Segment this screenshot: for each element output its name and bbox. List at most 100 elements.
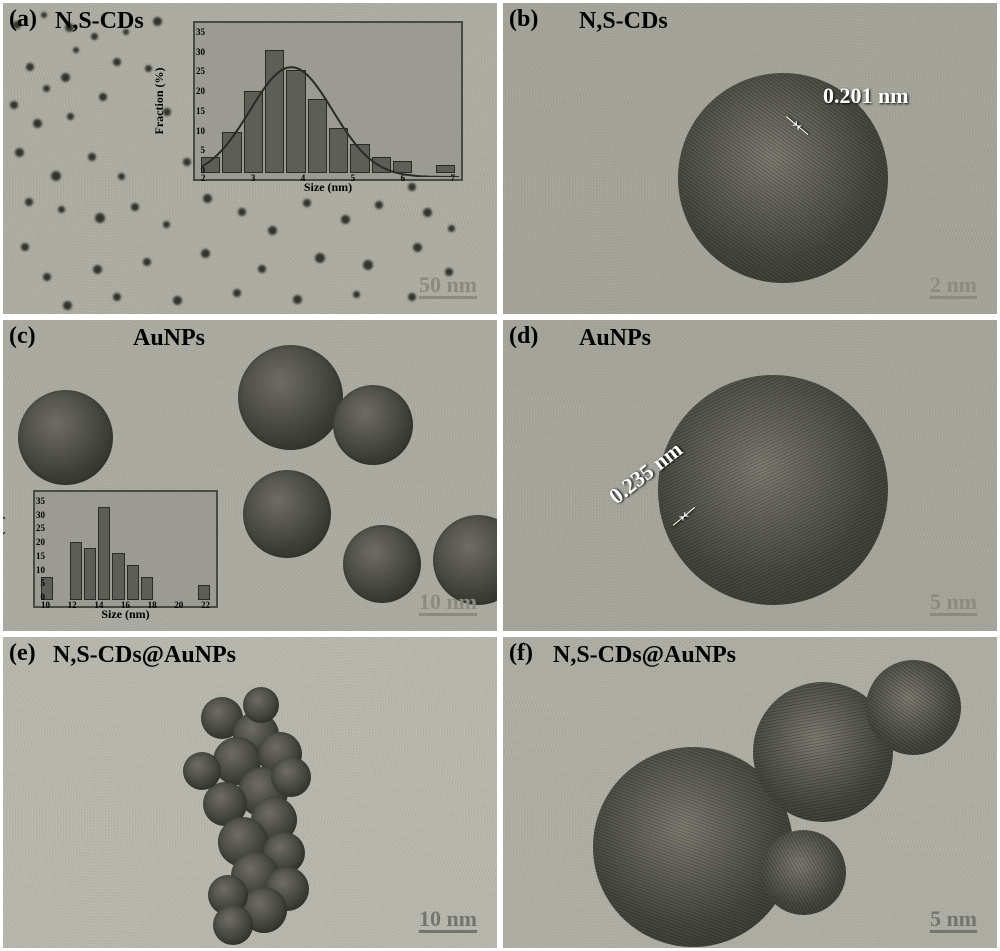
- panel-tag: (d): [509, 324, 538, 348]
- scale-bar: 10 nm: [419, 589, 477, 617]
- panel-f: (f) N,S-CDs@AuNPs 5 nm: [503, 637, 997, 948]
- histogram-bar: [141, 577, 153, 600]
- hrtem-particle: [866, 660, 961, 755]
- nanoparticle: [26, 63, 34, 71]
- nanoparticle: [145, 65, 152, 72]
- inset-x-ticks: 10121416182022: [41, 600, 210, 610]
- nanoparticle: [343, 525, 421, 603]
- inset-histogram: Fraction (%)Size (nm)1012141618202205101…: [33, 490, 218, 608]
- nanoparticle: [243, 470, 331, 558]
- scale-bar-text: 10 nm: [419, 589, 477, 615]
- scale-bar: 2 nm: [930, 272, 977, 300]
- figure-grid: (a) N,S-CDs 50 nm Fraction (%)Size (nm)2345…: [0, 0, 1000, 951]
- nanoparticle: [43, 273, 51, 281]
- histogram-bar: [98, 507, 110, 600]
- nanoparticle: [25, 198, 33, 206]
- nanoparticle: [153, 17, 162, 26]
- nanoparticle: [341, 215, 350, 224]
- nanoparticle: [88, 153, 96, 161]
- panel-tag: (a): [9, 7, 37, 31]
- nanoparticle: [61, 73, 70, 82]
- nanoparticle: [143, 258, 151, 266]
- nanoparticle: [51, 171, 61, 181]
- nanoparticle: [333, 385, 413, 465]
- scale-bar-text: 5 nm: [930, 906, 977, 932]
- nanoparticle: [183, 158, 191, 166]
- histogram-bar: [84, 548, 96, 600]
- panel-c: (c) AuNPs 10 nm Fraction (%)Size (nm)101214…: [3, 320, 497, 631]
- sample-label: AuNPs: [579, 326, 651, 350]
- histogram-bar: [70, 542, 82, 600]
- panel-d: (d)AuNPs5 nm0.235 nm↓↑: [503, 320, 997, 631]
- nanoparticle: [238, 208, 246, 216]
- histogram-bar: [112, 553, 124, 600]
- nanoparticle: [131, 203, 139, 211]
- inset-bars: [41, 498, 210, 600]
- nanoparticle: [423, 208, 432, 217]
- panel-tag: (e): [9, 641, 36, 665]
- nanoparticle: [163, 221, 170, 228]
- nanoparticle: [303, 199, 311, 207]
- nanoparticle: [41, 12, 47, 18]
- panel-e: (e)N,S-CDs@AuNPs10 nm: [3, 637, 497, 948]
- nanoparticle: [18, 390, 113, 485]
- nanoparticle: [448, 225, 455, 232]
- nanoparticle: [95, 213, 105, 223]
- sample-label: N,S-CDs@AuNPs: [553, 643, 736, 667]
- nanoparticle: [213, 905, 253, 945]
- nanoparticle: [271, 757, 311, 797]
- nanoparticle: [315, 253, 325, 263]
- nanoparticle: [238, 345, 343, 450]
- nanoparticle: [201, 249, 210, 258]
- nanoparticle: [63, 301, 72, 310]
- nanoparticle: [15, 148, 24, 157]
- scale-bar-text: 5 nm: [930, 589, 977, 615]
- scale-bar-text: 2 nm: [930, 272, 977, 298]
- nanoparticle: [67, 113, 74, 120]
- nanoparticle: [113, 58, 121, 66]
- histogram-bar: [127, 565, 139, 600]
- hrtem-particle: [658, 375, 888, 605]
- nanoparticle: [293, 295, 302, 304]
- nanoparticle: [243, 687, 279, 723]
- nanoparticle: [10, 101, 18, 109]
- nanoparticle: [258, 265, 266, 273]
- scale-bar: 50 nm: [419, 272, 477, 300]
- nanoparticle: [58, 206, 65, 213]
- panel-a: (a) N,S-CDs 50 nm Fraction (%)Size (nm)2345…: [3, 3, 497, 314]
- histogram-bar: [198, 585, 210, 600]
- nanoparticle: [173, 296, 182, 305]
- panel-tag: (f): [509, 641, 533, 665]
- inset-y-ticks: 05101520253035: [31, 496, 45, 602]
- nanoparticle: [408, 293, 416, 301]
- nanoparticle: [33, 119, 42, 128]
- lattice-spacing-label: 0.201 nm: [823, 83, 909, 109]
- nanoparticle: [43, 85, 50, 92]
- hrtem-particle: [761, 830, 846, 915]
- scale-bar: 5 nm: [930, 589, 977, 617]
- nanoparticle: [353, 291, 360, 298]
- panel-tag: (c): [9, 324, 36, 348]
- sample-label: N,S-CDs: [55, 9, 144, 33]
- inset-y-label: Fraction (%): [3, 516, 7, 583]
- nanoparticle: [21, 243, 29, 251]
- inset-histogram: Fraction (%)Size (nm)2345670510152025303…: [193, 21, 463, 181]
- nanoparticle: [413, 243, 422, 252]
- inset-y-label: Fraction (%): [152, 68, 167, 135]
- nanoparticle: [375, 201, 383, 209]
- nanoparticle: [118, 173, 125, 180]
- sample-label: AuNPs: [133, 326, 205, 350]
- nanoparticle: [363, 260, 373, 270]
- sample-label: N,S-CDs: [579, 9, 668, 33]
- scale-bar: 5 nm: [930, 906, 977, 934]
- nanoparticle: [113, 293, 121, 301]
- nanoparticle: [73, 47, 79, 53]
- panel-b: (b)N,S-CDs2 nm0.201 nm↓↑: [503, 3, 997, 314]
- scale-bar-text: 50 nm: [419, 272, 477, 298]
- scale-bar: 10 nm: [419, 906, 477, 934]
- nanoparticle: [99, 93, 107, 101]
- nanoparticle: [91, 33, 98, 40]
- panel-tag: (b): [509, 7, 538, 31]
- nanoparticle: [183, 752, 221, 790]
- nanoparticle: [93, 265, 102, 274]
